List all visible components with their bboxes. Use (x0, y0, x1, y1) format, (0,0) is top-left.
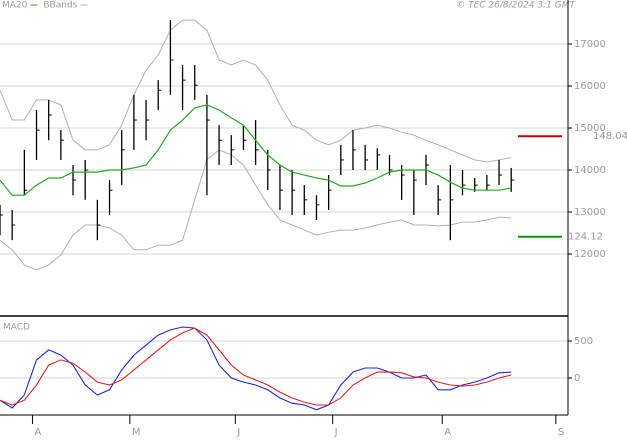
bband-upper (0, 19, 512, 163)
x-tick-label: A (34, 427, 41, 438)
x-tick-label: A (444, 427, 451, 438)
panel-title: MACD (3, 323, 30, 333)
y-tick-label: 17000 (574, 39, 606, 50)
y-tick-label: 16000 (574, 81, 606, 92)
x-tick-label: S (558, 427, 564, 438)
x-tick-label: J (334, 427, 338, 438)
ma20-line (0, 104, 512, 196)
x-tick-label: M (132, 427, 141, 438)
macd-line (0, 326, 512, 411)
y-tick-label: 500 (574, 336, 593, 347)
y-tick-label: 0 (574, 373, 580, 384)
y-tick-label: 12000 (574, 249, 606, 260)
y-tick-label: 14000 (574, 165, 606, 176)
y-tick-label: 13000 (574, 207, 606, 218)
y-tick-label: 15000 (574, 123, 606, 134)
level-label: 124.12 (568, 232, 603, 243)
bband-lower (0, 149, 512, 271)
legend-entry: MA20 (2, 1, 28, 11)
copyright: © TEC 26/8/2024 3:1 GMT (456, 1, 576, 11)
macd-line (0, 327, 512, 406)
x-tick-label: J (236, 427, 240, 438)
level-label: 148.04 (593, 131, 627, 142)
legend-entry: BBands (43, 1, 77, 11)
